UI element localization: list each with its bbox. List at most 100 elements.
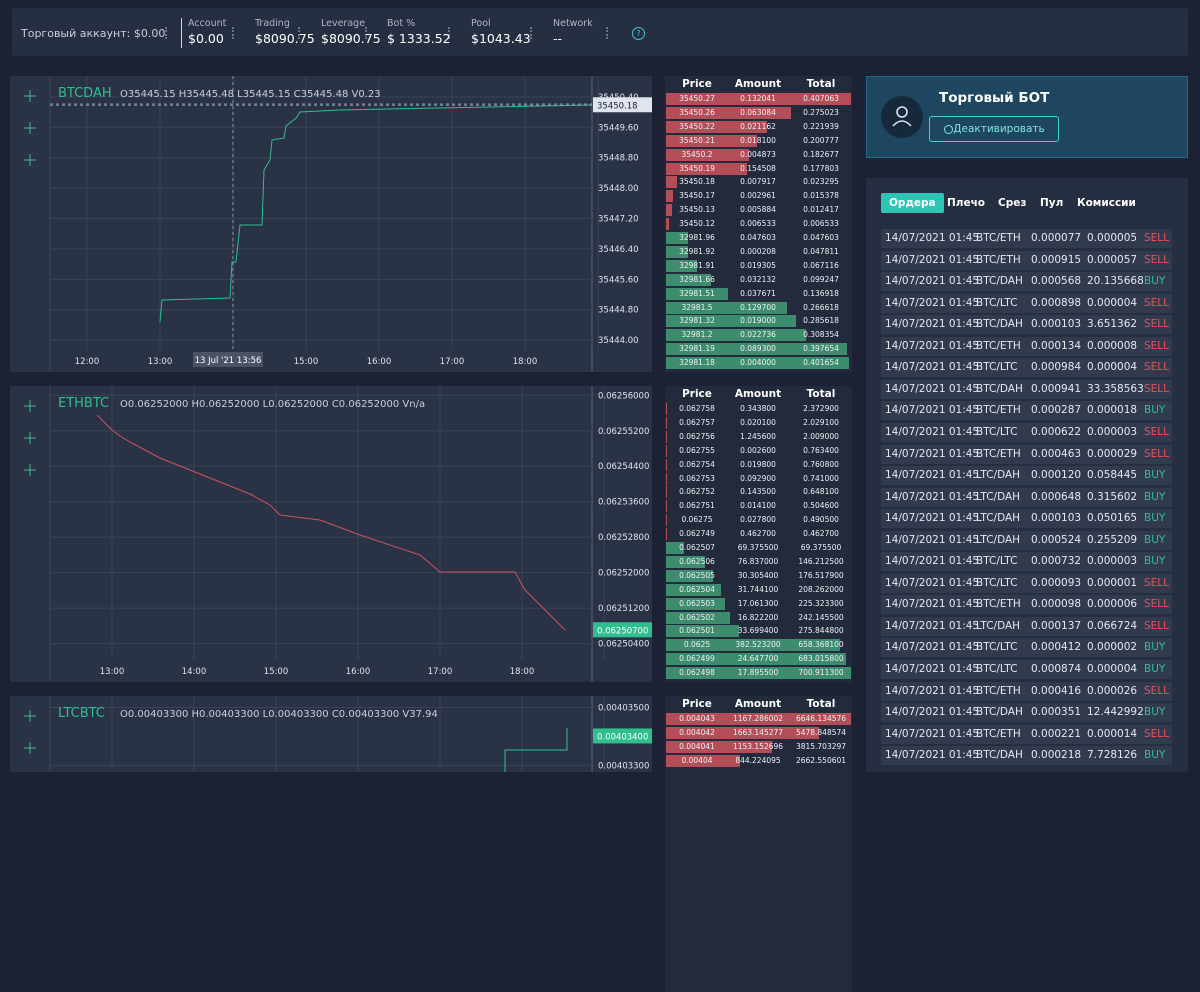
- y-tick-label: 35444.80: [598, 306, 639, 316]
- order-cell: BUY: [1144, 404, 1165, 416]
- help-icon[interactable]: ?: [632, 27, 645, 40]
- order-cell: 0.000003: [1087, 426, 1137, 438]
- menu-dots: [232, 27, 236, 39]
- order-cell: SELL: [1144, 685, 1169, 697]
- tab[interactable]: Ордера: [881, 193, 944, 213]
- book-cell: 32981.19: [665, 344, 729, 353]
- order-cell: BUY: [1144, 469, 1165, 481]
- order-cell: 0.000103: [1031, 512, 1081, 524]
- book-cell: 0.062498: [665, 668, 729, 677]
- order-cell: SELL: [1144, 318, 1169, 330]
- order-cell: 0.000008: [1087, 340, 1137, 352]
- book-cell: 0.000208: [726, 247, 790, 256]
- order-cell: 14/07/2021 01:45: [885, 254, 979, 266]
- order-cell: 0.000524: [1031, 534, 1081, 546]
- book-cell: 0.002961: [726, 191, 790, 200]
- order-cell: 14/07/2021 01:45: [885, 598, 979, 610]
- order-cell: SELL: [1144, 426, 1169, 438]
- y-tick-label: 35444.00: [598, 336, 639, 346]
- tab[interactable]: Плечо: [947, 193, 985, 213]
- order-cell: 14/07/2021 01:45: [885, 426, 979, 438]
- ban-icon: [944, 125, 953, 134]
- order-cell: 0.066724: [1087, 620, 1137, 632]
- price-line: [160, 105, 592, 322]
- book-cell: 35450.2: [665, 150, 729, 159]
- order-cell: 7.728126: [1087, 749, 1137, 761]
- book-cell: 0.397654: [789, 344, 852, 353]
- book-cell: 0.099247: [789, 275, 852, 284]
- order-cell: 14/07/2021 01:45: [885, 663, 979, 675]
- order-cell: 0.000984: [1031, 361, 1081, 373]
- book-cell: 35450.12: [665, 219, 729, 228]
- book-cell: 0.027800: [726, 515, 790, 524]
- book-cell: 0.032132: [726, 275, 790, 284]
- order-cell: SELL: [1144, 620, 1169, 632]
- book-cell: 0.004041: [665, 742, 729, 751]
- account-label: Торговый аккаунт: $0.00: [21, 27, 165, 40]
- book-cell: 0.062503: [665, 599, 729, 608]
- tool-icon: [24, 432, 36, 444]
- order-cell: 0.000002: [1087, 641, 1137, 653]
- x-tick-label: 13:00: [148, 357, 173, 367]
- book-cell: 0.062751: [665, 501, 729, 510]
- book-cell: 0.062501: [665, 626, 729, 635]
- book-cell: 32981.91: [665, 261, 729, 270]
- y-tick-label: 35448.80: [598, 154, 639, 164]
- order-cell: LTC/DAH: [976, 620, 1020, 632]
- ohlc: O0.06252000 H0.06252000 L0.06252000 C0.0…: [120, 399, 425, 410]
- order-cell: LTC/DAH: [976, 512, 1020, 524]
- stat-value: $ 1333.52: [387, 31, 451, 46]
- x-tick-label: 15:00: [294, 357, 319, 367]
- tab[interactable]: Пул: [1040, 193, 1063, 213]
- order-cell: BTC/DAH: [976, 749, 1023, 761]
- stat-label: Account: [188, 18, 226, 29]
- stat-label: Bot %: [387, 18, 415, 29]
- order-cell: 0.000057: [1087, 254, 1137, 266]
- book-cell: 176.517900: [789, 571, 852, 580]
- book-cell: 24.647700: [726, 654, 790, 663]
- order-cell: 14/07/2021 01:45: [885, 404, 979, 416]
- order-cell: 14/07/2021 01:45: [885, 534, 979, 546]
- y-tick-label: 0.06252800: [598, 533, 649, 543]
- y-tick-label: 0.06255200: [598, 427, 649, 437]
- tab[interactable]: Срез: [998, 193, 1026, 213]
- book-cell: 0.062758: [665, 404, 729, 413]
- book-header: Price: [667, 698, 727, 710]
- book-cell: 0.047603: [789, 233, 852, 242]
- order-cell: BUY: [1144, 512, 1165, 524]
- order-cell: 14/07/2021 01:45: [885, 728, 979, 740]
- y-tick-label: 35445.60: [598, 275, 639, 285]
- order-cell: 0.000568: [1031, 275, 1081, 287]
- book-cell: 0.062505: [665, 571, 729, 580]
- order-cell: 0.000941: [1031, 383, 1081, 395]
- book-cell: 0.002600: [726, 446, 790, 455]
- book-cell: 69.375500: [726, 543, 790, 552]
- order-cell: 14/07/2021 01:45: [885, 577, 979, 589]
- book-cell: 0.00404: [665, 756, 729, 765]
- book-cell: 0.012417: [789, 205, 852, 214]
- book-cell: 32981.66: [665, 275, 729, 284]
- price-chart: 35450.4035449.6035448.8035448.0035447.20…: [10, 76, 652, 372]
- tab[interactable]: Комиссии: [1077, 193, 1136, 213]
- book-cell: 35450.27: [665, 94, 729, 103]
- order-cell: 20.135668: [1087, 275, 1144, 287]
- book-cell: 0.022736: [726, 330, 790, 339]
- book-cell: 0.047811: [789, 247, 852, 256]
- book-cell: 32981.2: [665, 330, 729, 339]
- book-cell: 0.006533: [726, 219, 790, 228]
- book-cell: 0.062502: [665, 613, 729, 622]
- stat-label: Trading: [255, 18, 290, 29]
- order-cell: 0.000416: [1031, 685, 1081, 697]
- order-cell: 0.000077: [1031, 232, 1081, 244]
- book-cell: 69.375500: [789, 543, 852, 552]
- book-cell: 0.063084: [726, 108, 790, 117]
- book-cell: 0.004042: [665, 728, 729, 737]
- x-tick-label: 15:00: [264, 667, 289, 677]
- book-cell: 0.062755: [665, 446, 729, 455]
- book-cell: 0.014100: [726, 501, 790, 510]
- order-cell: BUY: [1144, 275, 1165, 287]
- order-cell: 14/07/2021 01:45: [885, 361, 979, 373]
- order-cell: 0.000018: [1087, 404, 1137, 416]
